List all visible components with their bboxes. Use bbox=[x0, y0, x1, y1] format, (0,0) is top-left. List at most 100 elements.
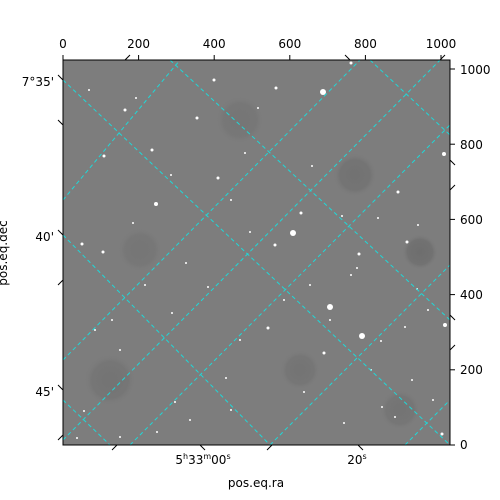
right-pixel-axis: 0 200 400 600 800 1000 bbox=[450, 63, 491, 452]
grid-line bbox=[404, 399, 450, 445]
star-point bbox=[273, 243, 277, 247]
ra-tick-label: 20s bbox=[347, 452, 366, 467]
star-point bbox=[411, 379, 413, 381]
star-point bbox=[380, 340, 382, 342]
star-point bbox=[257, 107, 259, 109]
star-point bbox=[311, 165, 313, 167]
star-point bbox=[432, 399, 434, 401]
grid-line bbox=[63, 234, 271, 445]
dec-tick-label: 40' bbox=[35, 230, 54, 244]
right-tick-label: 0 bbox=[460, 438, 468, 452]
coordinate-grid bbox=[63, 60, 450, 445]
grid-line bbox=[63, 79, 450, 445]
grid-line bbox=[129, 124, 450, 445]
star-point bbox=[150, 148, 154, 152]
top-tick-label: 0 bbox=[59, 37, 67, 51]
star-point bbox=[417, 224, 419, 226]
grid-line bbox=[63, 60, 361, 361]
star-point bbox=[377, 217, 379, 219]
star-point bbox=[101, 250, 105, 254]
sky-image bbox=[63, 60, 450, 445]
star-point bbox=[154, 202, 158, 206]
star-point bbox=[132, 222, 134, 224]
right-tick-label: 800 bbox=[460, 138, 483, 152]
top-tick-label: 200 bbox=[127, 37, 150, 51]
star-point bbox=[171, 312, 173, 314]
star-point bbox=[119, 436, 121, 438]
grid-line bbox=[63, 399, 111, 445]
star-point bbox=[123, 108, 127, 112]
star-point bbox=[207, 286, 209, 288]
star-point bbox=[322, 351, 326, 355]
star-point bbox=[343, 422, 345, 424]
star-point bbox=[80, 242, 84, 246]
dec-tick-label: 7°35' bbox=[22, 75, 54, 89]
star-point bbox=[442, 152, 446, 156]
star-point bbox=[290, 230, 296, 236]
star-point bbox=[94, 329, 96, 331]
star-point bbox=[341, 215, 343, 217]
top-pixel-axis: 0 200 400 600 800 1000 bbox=[59, 37, 456, 60]
star-point bbox=[230, 199, 232, 201]
star-point bbox=[174, 401, 176, 403]
star-point bbox=[266, 326, 270, 330]
star-point bbox=[327, 304, 333, 310]
star-point bbox=[119, 349, 121, 351]
star-point bbox=[135, 97, 137, 99]
star-point bbox=[195, 116, 199, 120]
star-point bbox=[144, 284, 146, 286]
ra-tick-label: 5h33m00s bbox=[175, 452, 230, 467]
star-point bbox=[320, 89, 326, 95]
y-axis-label: pos.eq.dec bbox=[0, 220, 10, 285]
star-point bbox=[274, 86, 278, 90]
star-point bbox=[212, 78, 216, 82]
star-point bbox=[396, 190, 400, 194]
star-point bbox=[244, 152, 246, 154]
star-point bbox=[381, 406, 383, 408]
star-point bbox=[189, 419, 191, 421]
star-point bbox=[249, 231, 251, 233]
right-tick-label: 400 bbox=[460, 288, 483, 302]
star-field bbox=[76, 61, 447, 439]
right-tick-label: 200 bbox=[460, 363, 483, 377]
star-point bbox=[225, 377, 227, 379]
top-tick-label: 600 bbox=[278, 37, 301, 51]
star-point bbox=[404, 326, 406, 328]
star-point bbox=[88, 89, 90, 91]
star-point bbox=[170, 174, 172, 176]
right-tick-label: 1000 bbox=[460, 63, 491, 77]
grid-line bbox=[169, 60, 450, 321]
star-point bbox=[440, 432, 444, 436]
star-point bbox=[357, 252, 361, 256]
star-point bbox=[309, 284, 311, 286]
wcs-tick-marks bbox=[57, 54, 456, 451]
star-point bbox=[102, 154, 106, 158]
star-point bbox=[111, 319, 113, 321]
star-point bbox=[394, 416, 396, 418]
grid-line bbox=[269, 264, 450, 445]
star-point bbox=[359, 333, 365, 339]
grid-line bbox=[369, 60, 450, 136]
dec-tick-label: 45' bbox=[35, 385, 54, 399]
right-tick-label: 600 bbox=[460, 213, 483, 227]
star-point bbox=[356, 267, 358, 269]
star-point bbox=[427, 309, 429, 311]
star-point bbox=[185, 262, 187, 264]
star-point bbox=[83, 410, 85, 412]
x-axis-label: pos.eq.ra bbox=[228, 476, 284, 490]
star-point bbox=[216, 176, 220, 180]
star-point bbox=[239, 339, 241, 341]
star-point bbox=[329, 319, 331, 321]
star-point bbox=[156, 431, 158, 433]
star-point bbox=[283, 299, 285, 301]
star-point bbox=[349, 61, 353, 65]
top-tick-label: 800 bbox=[354, 37, 377, 51]
star-point bbox=[303, 391, 305, 393]
top-tick-label: 1000 bbox=[426, 37, 457, 51]
grid-line bbox=[63, 60, 441, 441]
star-point bbox=[76, 437, 78, 439]
top-tick-label: 400 bbox=[203, 37, 226, 51]
grid-line bbox=[63, 60, 181, 201]
star-point bbox=[405, 240, 409, 244]
